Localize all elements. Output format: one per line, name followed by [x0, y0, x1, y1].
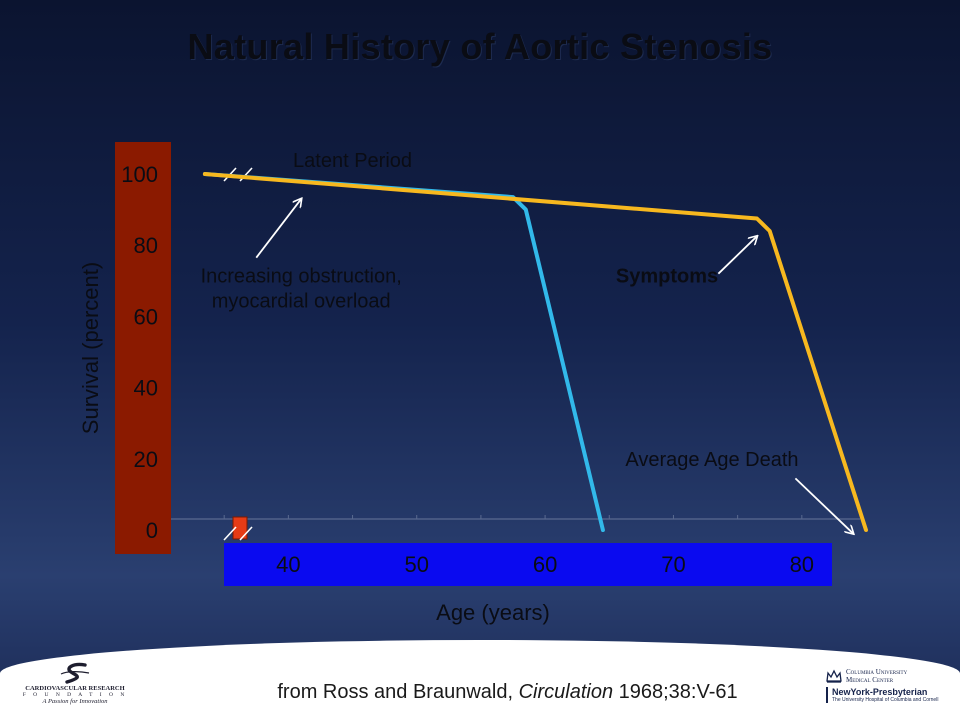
survival-curve-1	[202, 172, 605, 532]
x-axis-band	[224, 543, 832, 586]
y-tick-label: 0	[146, 518, 158, 543]
slide-title: Natural History of Aortic Stenosis	[187, 26, 773, 67]
y-axis-title: Survival (percent)	[78, 262, 103, 434]
y-tick-label: 100	[121, 162, 158, 187]
footer-band	[0, 640, 960, 720]
survival-curve-2	[202, 172, 868, 532]
x-tick-label: 40	[276, 552, 300, 577]
columbia-nyp-logo: Columbia University Medical Center NewYo…	[826, 668, 956, 703]
y-tick-label: 20	[134, 447, 158, 472]
hospital-subtitle: The University Hospital of Columbia and …	[832, 697, 939, 703]
y-tick-label: 60	[134, 304, 158, 329]
university-name: Columbia University	[846, 668, 908, 676]
annotation-label-3: myocardial overload	[212, 291, 391, 313]
citation-prefix: from Ross and Braunwald,	[277, 681, 519, 703]
axis-layer: 40 50 60 70 80 0 20 40 60 80 100	[121, 162, 860, 577]
x-axis-break-slash	[223, 526, 237, 541]
x-tick-label: 50	[404, 552, 428, 577]
citation-journal: Circulation	[518, 681, 614, 703]
annotation-arrow	[717, 236, 757, 275]
citation: from Ross and Braunwald, Circulation 196…	[0, 681, 960, 704]
citation-suffix: 1968;38:V-61	[613, 681, 738, 703]
crf-foundation: F O U N D A T I O N	[22, 692, 128, 698]
annotation-label-5: Average Age Death	[625, 449, 798, 471]
x-axis-title: Age (years)	[436, 600, 550, 625]
curve-layer	[202, 172, 868, 532]
medical-center-name: Medical Center	[846, 676, 894, 684]
hospital-name: NewYork-Presbyterian	[832, 687, 928, 697]
y-tick-label: 80	[134, 233, 158, 258]
y-axis-band	[115, 142, 171, 554]
crf-swoosh-icon	[60, 662, 90, 684]
x-axis-break-slash	[239, 526, 253, 541]
x-tick-label: 60	[533, 552, 557, 577]
crf-tagline: A Passion for Innovation	[42, 698, 108, 705]
annotation-arrow	[255, 199, 301, 259]
y-tick-label: 40	[134, 376, 158, 401]
annotation-label-2: Increasing obstruction,	[201, 266, 402, 288]
annotation-layer: Latent Period Increasing obstruction, myoc…	[201, 150, 854, 534]
annotation-label-1: Latent Period	[293, 150, 412, 172]
x-tick-label: 70	[661, 552, 685, 577]
crf-name: CARDIOVASCULAR RESEARCH	[25, 685, 125, 692]
crf-logo: CARDIOVASCULAR RESEARCH F O U N D A T I …	[16, 662, 134, 705]
x-tick-label: 80	[790, 552, 814, 577]
annotation-arrow	[794, 477, 853, 533]
crown-icon	[826, 669, 842, 683]
annotation-label-4: Symptoms	[616, 266, 718, 288]
